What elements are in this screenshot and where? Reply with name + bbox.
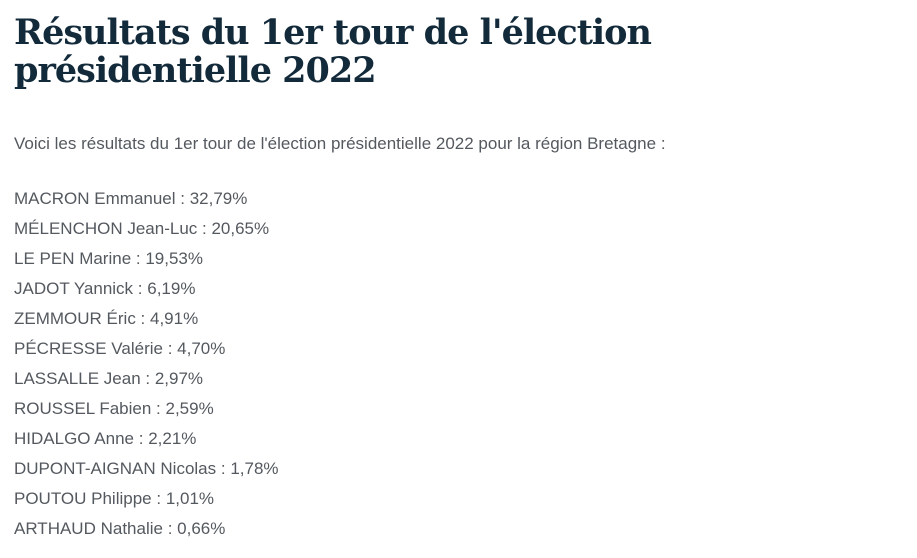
separator: :	[134, 429, 149, 448]
separator: :	[151, 489, 166, 508]
result-row: MACRON Emmanuel : 32,79%	[14, 184, 889, 214]
candidate-score: 2,97%	[154, 369, 204, 388]
candidate-score: 6,19%	[147, 279, 196, 298]
candidate-name: HIDALGO Anne	[14, 429, 135, 448]
result-row: LE PEN Marine : 19,53%	[14, 244, 889, 274]
result-row: JADOT Yannick : 6,19%	[14, 274, 889, 304]
separator: :	[216, 459, 231, 478]
separator: :	[197, 219, 212, 238]
candidate-name: MACRON Emmanuel	[14, 189, 176, 208]
candidate-score: 1,01%	[165, 489, 215, 508]
results-list: MACRON Emmanuel : 32,79% MÉLENCHON Jean-…	[14, 184, 889, 544]
candidate-score: 4,70%	[177, 339, 226, 358]
candidate-score: 1,78%	[230, 459, 279, 478]
candidate-name: DUPONT-AIGNAN Nicolas	[14, 459, 217, 478]
result-row: DUPONT-AIGNAN Nicolas : 1,78%	[14, 454, 889, 484]
result-row: PÉCRESSE Valérie : 4,70%	[14, 334, 889, 364]
separator: :	[151, 399, 166, 418]
candidate-score: 0,66%	[177, 519, 226, 538]
result-row: ARTHAUD Nathalie : 0,66%	[14, 514, 889, 544]
candidate-name: POUTOU Philippe	[14, 489, 152, 508]
candidate-score: 4,91%	[150, 309, 199, 328]
result-row: MÉLENCHON Jean-Luc : 20,65%	[14, 214, 889, 244]
separator: :	[162, 519, 178, 538]
intro-text: Voici les résultats du 1er tour de l'éle…	[14, 134, 666, 153]
candidate-name: PÉCRESSE Valérie	[14, 339, 163, 358]
result-row: ZEMMOUR Éric : 4,91%	[14, 304, 889, 334]
candidate-name: ARTHAUD Nathalie	[14, 519, 163, 538]
candidate-name: MÉLENCHON Jean-Luc	[14, 219, 198, 238]
candidate-name: ROUSSEL Fabien	[14, 399, 152, 418]
separator: :	[131, 249, 146, 268]
candidate-score: 32,79%	[189, 189, 248, 208]
separator: :	[175, 189, 190, 208]
candidate-name: LE PEN Marine	[14, 249, 132, 268]
result-row: HIDALGO Anne : 2,21%	[14, 424, 889, 454]
results-page: Résultats du 1er tour de l'élection prés…	[0, 14, 917, 544]
candidate-name: ZEMMOUR Éric	[14, 309, 136, 328]
separator: :	[162, 339, 178, 358]
candidate-score: 2,21%	[148, 429, 197, 448]
page-title: Résultats du 1er tour de l'élection prés…	[14, 12, 652, 91]
candidate-name: JADOT Yannick	[14, 279, 134, 298]
result-row: POUTOU Philippe : 1,01%	[14, 484, 889, 514]
candidate-score: 20,65%	[211, 219, 270, 238]
result-row: ROUSSEL Fabien : 2,59%	[14, 394, 889, 424]
result-row: LASSALLE Jean : 2,97%	[14, 364, 889, 394]
candidate-score: 2,59%	[165, 399, 214, 418]
candidate-score: 19,53%	[145, 249, 204, 268]
separator: :	[140, 369, 155, 388]
candidate-name: LASSALLE Jean	[14, 369, 141, 388]
separator: :	[133, 279, 148, 298]
separator: :	[135, 309, 150, 328]
